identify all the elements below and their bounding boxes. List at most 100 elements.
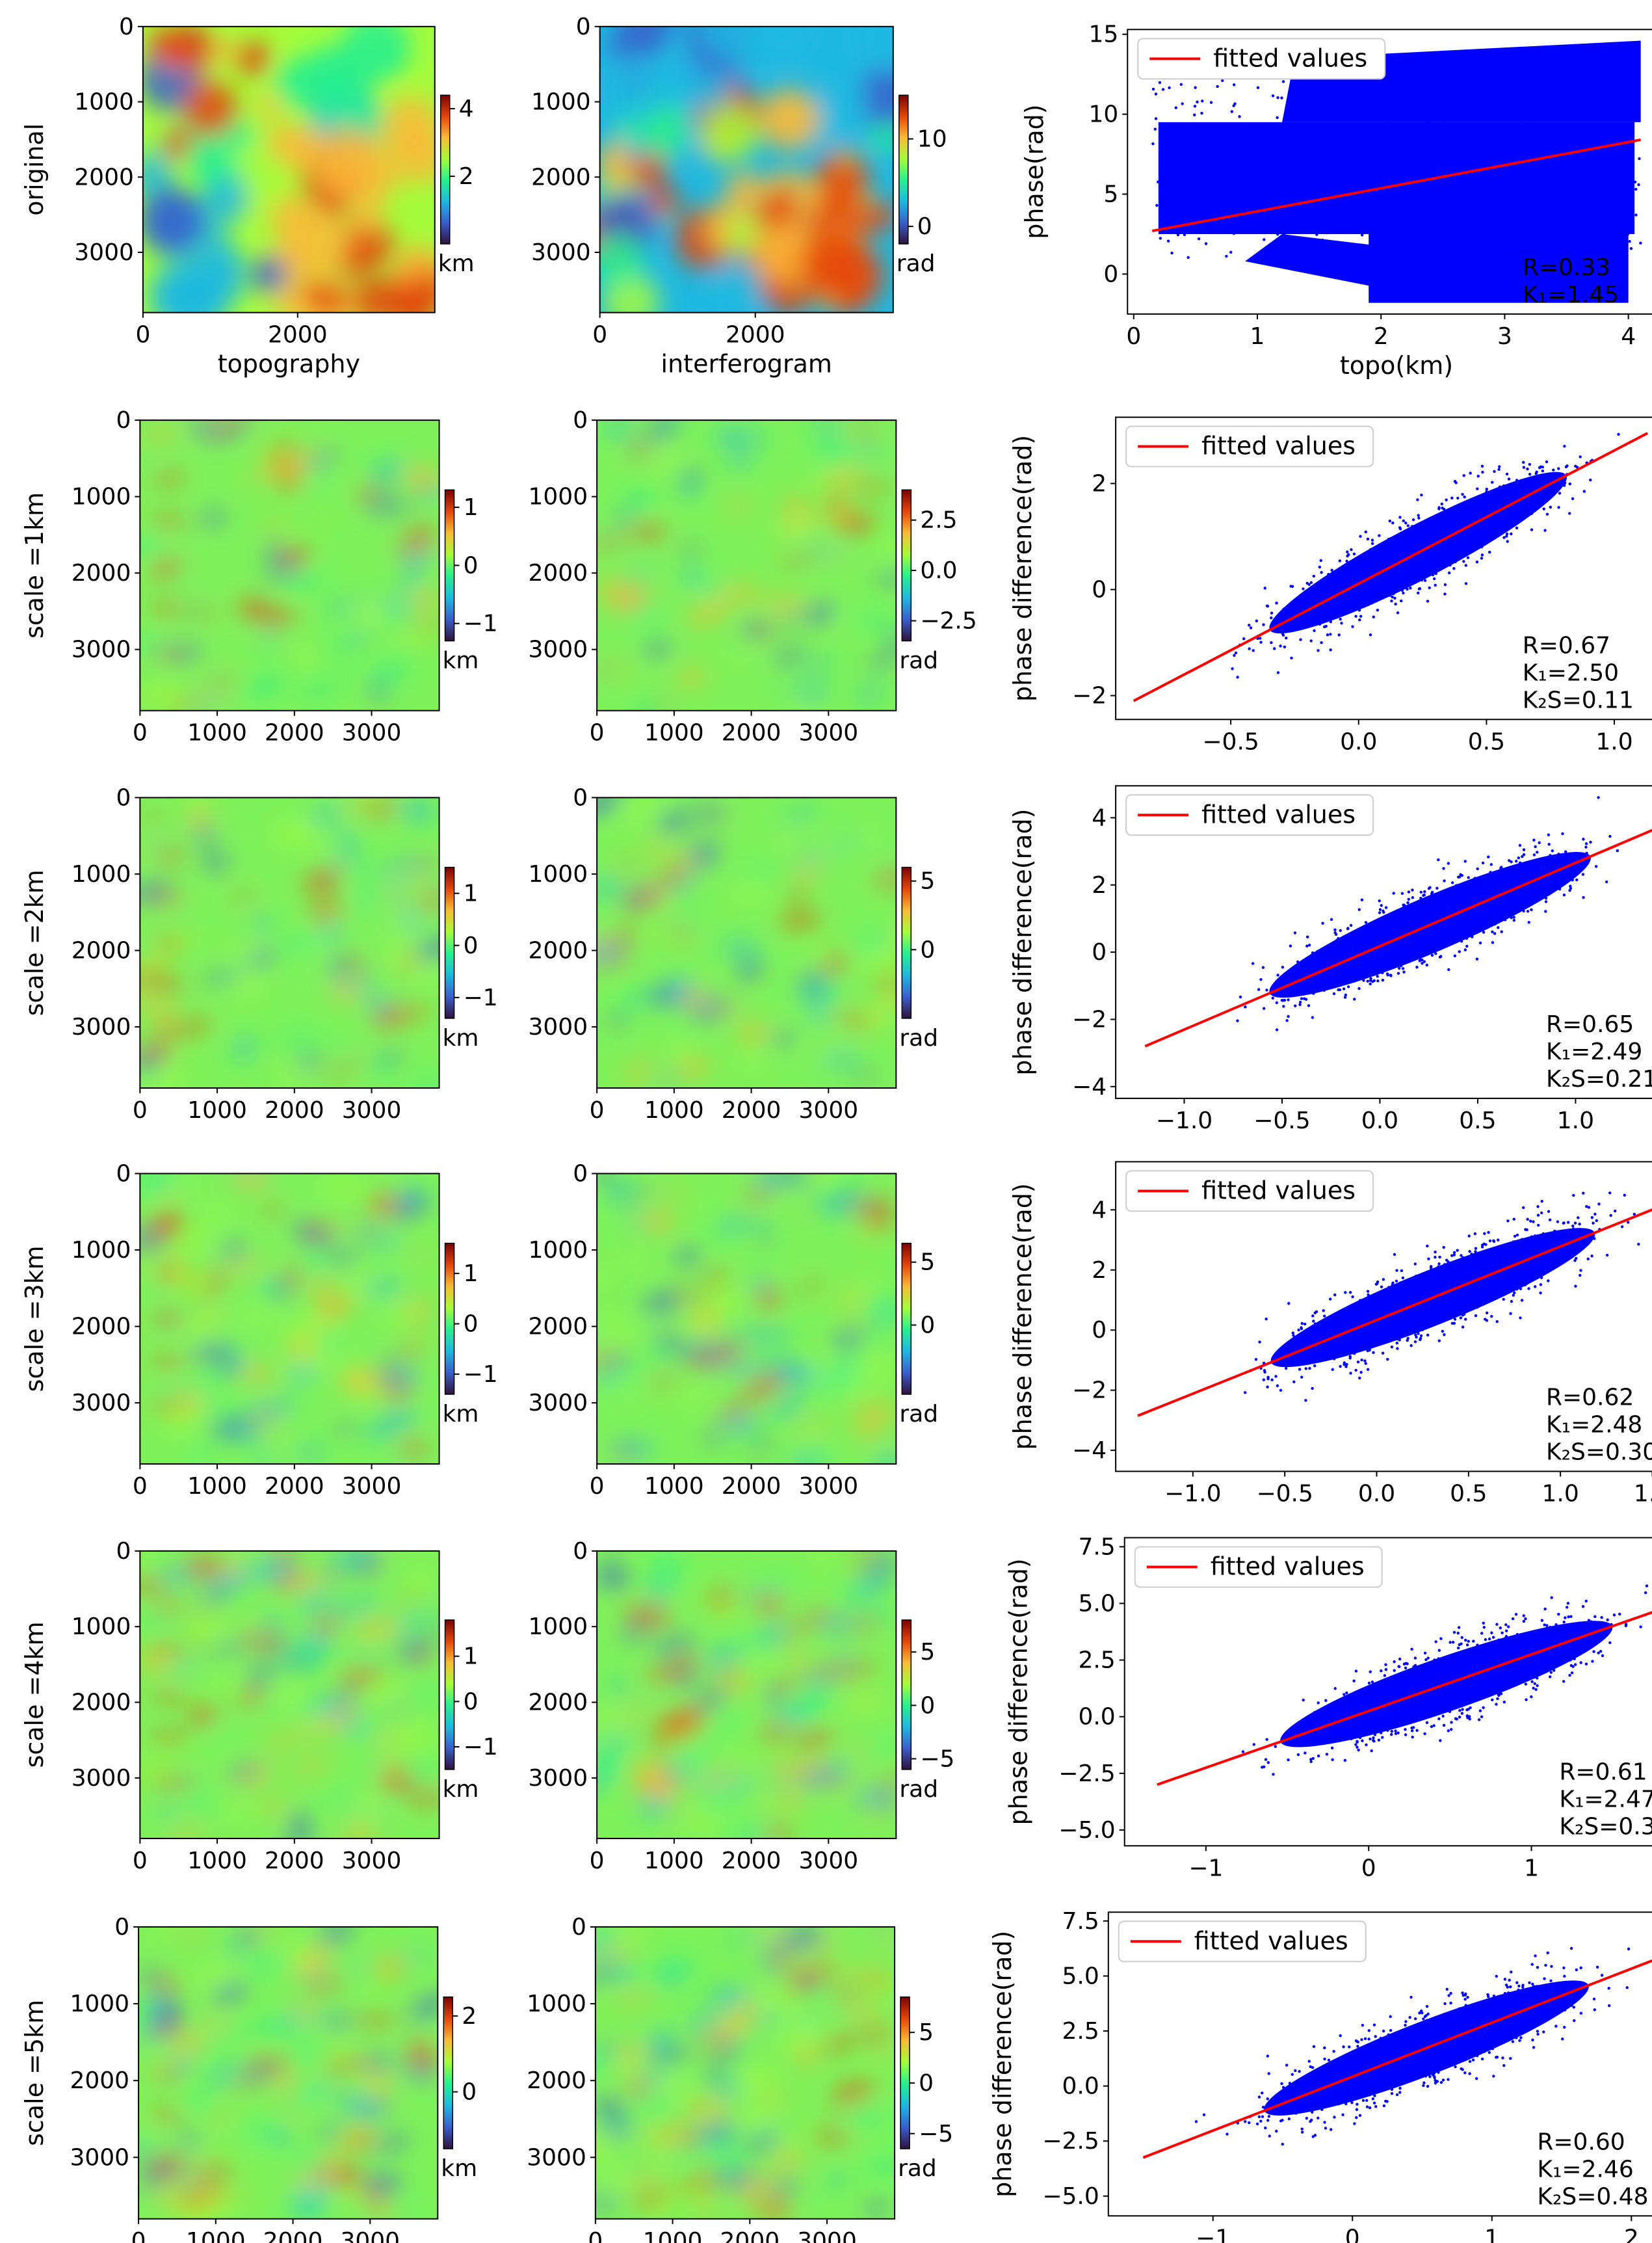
scatter-point — [1480, 1677, 1484, 1680]
scatter-point — [1168, 86, 1171, 90]
scatter-point — [1623, 157, 1627, 161]
scatter-point — [1458, 542, 1461, 546]
scatter-point — [1424, 929, 1428, 933]
scatter-point — [1343, 133, 1346, 137]
scatter-point — [1408, 913, 1411, 916]
x-tick-label: 2000 — [265, 1473, 324, 1500]
scatter-point — [1551, 849, 1554, 853]
scatter-point — [1359, 1312, 1362, 1315]
scatter-point — [1363, 1359, 1367, 1362]
map-streak — [157, 1758, 179, 1766]
scatter-point — [1496, 490, 1499, 493]
scatter-point — [1356, 1312, 1359, 1315]
map-blob — [870, 118, 893, 152]
scatter-point — [1423, 528, 1426, 532]
scatter-point — [1328, 1332, 1331, 1336]
scatter-point — [1566, 118, 1569, 122]
map-streak — [179, 1329, 215, 1340]
scatter-point — [1374, 113, 1378, 117]
x-tick-label: 2000 — [268, 322, 328, 349]
map-streak — [395, 626, 437, 642]
scatter-point — [1459, 907, 1462, 910]
scatter-point — [1437, 506, 1441, 509]
colorbar-tick-label: 0 — [464, 933, 479, 959]
map-streak — [790, 1650, 806, 1666]
scatter-point — [1523, 1250, 1527, 1253]
legend-box — [1137, 38, 1386, 80]
scatter-point — [1245, 205, 1249, 209]
phase-colorbar — [898, 94, 909, 245]
scatter-point — [1428, 935, 1432, 939]
scatter-point — [1573, 204, 1577, 207]
scatter-point — [1456, 894, 1460, 897]
scatter-point — [1498, 889, 1502, 892]
scatter-point — [1504, 1271, 1508, 1274]
scatter-point — [1507, 893, 1510, 896]
scatter-point — [1195, 230, 1199, 233]
scatter-point — [1634, 187, 1638, 191]
map-streak — [597, 1336, 633, 1354]
scatter-point — [1485, 1311, 1489, 1314]
scatter-point — [1595, 249, 1598, 252]
map-ridge — [151, 1271, 185, 1279]
scatter-point — [1393, 543, 1396, 547]
map-streak — [181, 1019, 210, 1033]
map-streak — [597, 935, 610, 946]
map-streak — [673, 1008, 688, 1019]
scatter-point — [1309, 1758, 1313, 1761]
scatter-point — [1273, 630, 1277, 633]
map-streak — [326, 847, 339, 856]
map-streak — [626, 606, 662, 622]
scatter-point — [1172, 168, 1175, 171]
scatter-point — [1488, 1645, 1491, 1648]
map-streak — [679, 1747, 711, 1758]
scatter-point — [1320, 981, 1324, 985]
scatter-point — [1424, 544, 1427, 548]
scatter-point — [1527, 921, 1530, 924]
scatter-point — [1298, 1000, 1302, 1004]
map-streak — [373, 598, 417, 607]
map-streak — [638, 1777, 670, 1790]
map-streak — [624, 1608, 671, 1624]
map-streak — [651, 1376, 675, 1385]
scatter-point — [1491, 914, 1495, 917]
scatter-point — [1567, 170, 1571, 173]
fit-line — [1133, 432, 1649, 702]
scatter-point — [1462, 1294, 1465, 1297]
scatter-point — [1369, 1327, 1373, 1330]
scatter-point — [1375, 1327, 1378, 1330]
map-streak — [796, 1422, 833, 1431]
scatter-point — [1360, 967, 1363, 971]
scatter-point — [1409, 936, 1412, 940]
map-streak — [602, 1554, 619, 1563]
scatter-point — [1191, 205, 1194, 209]
scatter-point — [1349, 949, 1353, 953]
y-tick-label: 0 — [1092, 577, 1107, 604]
scatter-point — [1430, 207, 1433, 211]
map-streak — [140, 842, 154, 853]
scatter-point — [1357, 949, 1361, 953]
scatter-point — [1342, 938, 1346, 942]
scatter-point — [1314, 144, 1317, 148]
scatter-point — [1432, 547, 1436, 551]
scatter-point — [1565, 1606, 1569, 1609]
map-streak — [200, 699, 214, 710]
scatter-point — [1369, 592, 1372, 596]
scatter-point — [1480, 1271, 1483, 1275]
scatter-point — [1476, 1285, 1479, 1289]
scatter-point — [1426, 537, 1430, 540]
scatter-point — [1442, 1723, 1446, 1727]
scatter-point — [1522, 483, 1525, 486]
map-streak — [597, 1735, 635, 1749]
scatter-point — [1492, 1259, 1496, 1263]
scatter-point — [1550, 1596, 1553, 1599]
map-streak — [752, 1791, 774, 1799]
scatter-point — [1359, 572, 1363, 575]
scatter-point — [1374, 585, 1378, 589]
map-streak — [597, 924, 607, 933]
map-streak — [282, 938, 317, 953]
scatter-point — [1345, 599, 1349, 603]
scatter-point — [1476, 252, 1480, 255]
scatter-point — [1437, 858, 1440, 862]
scatter-point — [1415, 916, 1418, 920]
